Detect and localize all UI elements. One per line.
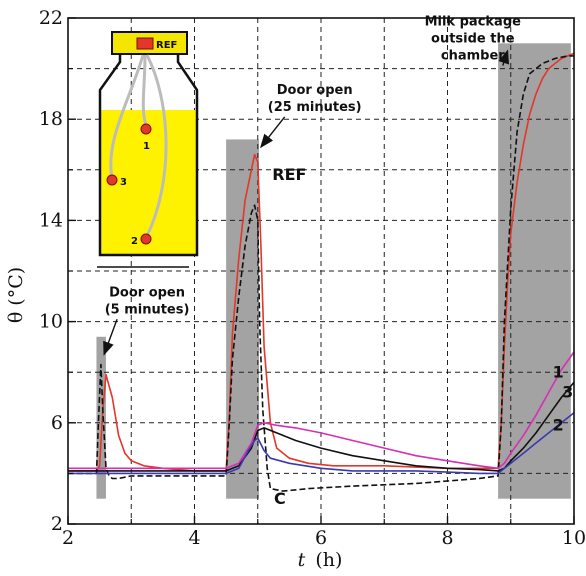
x-tick-label: 10: [562, 527, 586, 549]
y-tick-label: 2: [51, 513, 63, 535]
annotation-arrow: [260, 116, 286, 149]
inset-sensor-2: [140, 233, 152, 245]
series-line-3: [68, 381, 575, 472]
series-label-layer: REF C 1 3 2: [272, 165, 573, 508]
series-layer: [68, 52, 575, 492]
x-axis-title-unit: (h): [315, 549, 342, 571]
x-tick-label: 4: [188, 527, 200, 549]
y-tick-label: 18: [39, 108, 63, 130]
inset-wire: [141, 54, 149, 129]
inset-ref-sensor: [136, 37, 154, 50]
y-tick-label: 14: [39, 209, 63, 231]
y-tick-label: 6: [51, 412, 63, 434]
event-annotation: Door open (5 minutes): [105, 285, 190, 317]
series-label-c: C: [274, 489, 286, 508]
y-axis-title: θ (°C): [5, 267, 27, 323]
series-label-1: 1: [553, 362, 564, 381]
series-label-ref: REF: [272, 165, 306, 184]
gray-band: [96, 336, 106, 499]
x-tick-label: 8: [441, 527, 453, 549]
x-tick-label: 6: [315, 527, 327, 549]
series-label-3: 3: [562, 383, 573, 402]
inset-sensor-3: [106, 174, 118, 186]
inset-sensor-1: [140, 123, 152, 135]
inset-wire: [144, 54, 168, 239]
annotation-layer: Door open (5 minutes) Door open (25 minutes…: [103, 15, 522, 356]
series-line-2: [68, 412, 575, 475]
annotation-arrow: [103, 319, 118, 356]
x-axis-title-var: t: [298, 549, 306, 571]
inset-bottle-outline: [98, 55, 199, 257]
inset-sensor-2-label: 2: [131, 236, 138, 247]
series-line-1: [68, 351, 575, 470]
inset-sensor-1-label: 1: [143, 141, 150, 152]
inset-wire: [109, 54, 145, 179]
x-axis-title: t (h): [298, 549, 343, 571]
inset-milk-bottle: REF 1 3 2: [97, 31, 199, 268]
event-annotation: Door open (25 minutes): [268, 83, 362, 115]
series-line-c: [68, 55, 574, 492]
inset-sensor-3-label: 3: [120, 177, 127, 188]
x-tick-label: 2: [62, 527, 74, 549]
annotation-arrow: [498, 49, 510, 66]
y-tick-label: 22: [39, 7, 63, 29]
y-tick-label: 10: [39, 311, 63, 333]
gray-band: [226, 139, 260, 499]
series-label-2: 2: [553, 415, 564, 434]
event-annotation: Milk package outside the chamber: [425, 15, 522, 64]
inset-bottle-liquid: [100, 110, 197, 255]
series-line-ref: [68, 52, 575, 472]
inset-cap-label: REF: [156, 40, 177, 51]
